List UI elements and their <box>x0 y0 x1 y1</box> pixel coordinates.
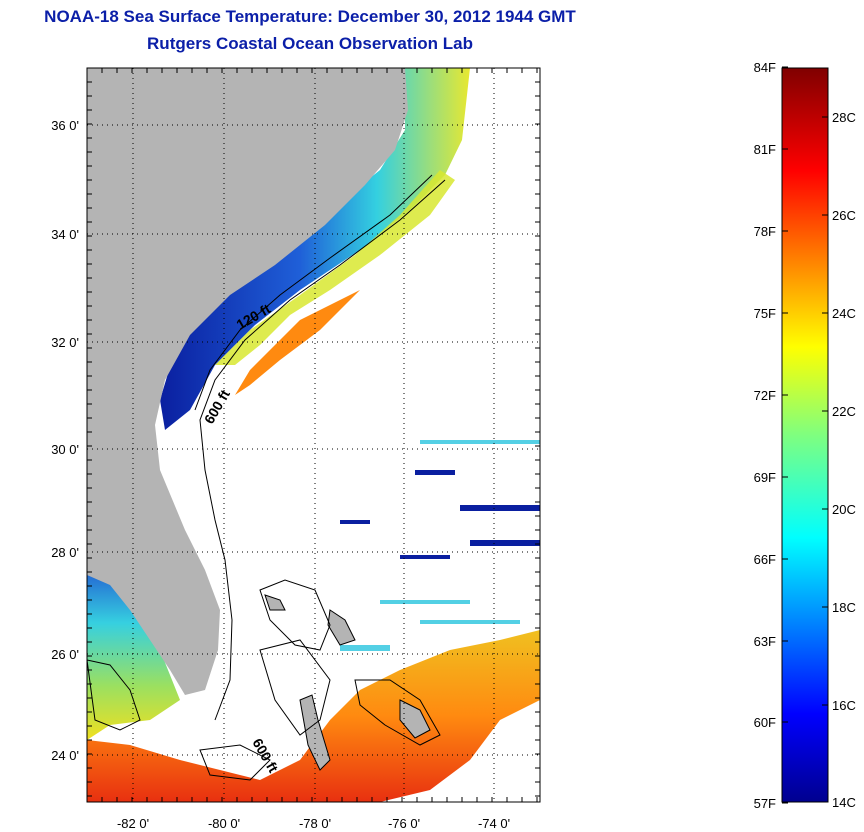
graticule <box>86 67 540 802</box>
gulf-coastal-water <box>87 560 180 740</box>
colorbar <box>781 67 829 803</box>
lon-label: -76 0' <box>388 816 420 831</box>
map-title: NOAA-18 Sea Surface Temperature: Decembe… <box>44 7 576 26</box>
colorbar-c-label: 22C <box>832 404 856 419</box>
colorbar-f-label: 78F <box>754 224 776 239</box>
lat-label: 24 0' <box>51 748 79 763</box>
colorbar-c-label: 14C <box>832 795 856 810</box>
lat-label: 28 0' <box>51 545 79 560</box>
lon-label: -78 0' <box>299 816 331 831</box>
colorbar-f-label: 81F <box>754 142 776 157</box>
map-frame <box>86 67 541 803</box>
lat-label: 26 0' <box>51 647 79 662</box>
colorbar-c-label: 28C <box>832 110 856 125</box>
colorbar-fahrenheit-labels: 84F 81F 78F 75F 72F 69F 66F 63F 60F 57F <box>754 60 788 811</box>
southern-warm-water <box>87 630 540 802</box>
lon-label: -80 0' <box>208 816 240 831</box>
longitude-labels: -82 0' -80 0' -78 0' -76 0' -74 0' <box>117 816 510 831</box>
colorbar-f-label: 63F <box>754 634 776 649</box>
lat-label: 32 0' <box>51 335 79 350</box>
colorbar-f-label: 72F <box>754 388 776 403</box>
depth-contours <box>87 174 446 781</box>
colorbar-f-label: 84F <box>754 60 776 75</box>
land-us-southeast <box>87 68 408 695</box>
shelf-mild-water <box>215 170 455 365</box>
map-subtitle: Rutgers Coastal Ocean Observation Lab <box>147 34 473 53</box>
colorbar-f-label: 60F <box>754 715 776 730</box>
colorbar-c-label: 18C <box>832 600 856 615</box>
colorbar-celsius-labels: 28C 26C 24C 22C 20C 18C 16C 14C <box>822 110 856 810</box>
latitude-labels: 36 0' 34 0' 32 0' 30 0' 28 0' 26 0' 24 0' <box>51 118 79 763</box>
lat-label: 34 0' <box>51 227 79 242</box>
colorbar-c-label: 20C <box>832 502 856 517</box>
colorbar-c-label: 26C <box>832 208 856 223</box>
colorbar-f-label: 69F <box>754 470 776 485</box>
offshore-cold-streaks <box>340 470 540 559</box>
colorbar-f-label: 75F <box>754 306 776 321</box>
lat-label: 36 0' <box>51 118 79 133</box>
colorbar-f-label: 66F <box>754 552 776 567</box>
colorbar-c-label: 24C <box>832 306 856 321</box>
lon-label: -74 0' <box>478 816 510 831</box>
lat-label: 30 0' <box>51 442 79 457</box>
colorbar-c-label: 16C <box>832 698 856 713</box>
lon-label: -82 0' <box>117 816 149 831</box>
bahamas-islands <box>264 594 431 771</box>
colorbar-f-label: 57F <box>754 796 776 811</box>
offshore-cool-streaks <box>340 440 540 651</box>
